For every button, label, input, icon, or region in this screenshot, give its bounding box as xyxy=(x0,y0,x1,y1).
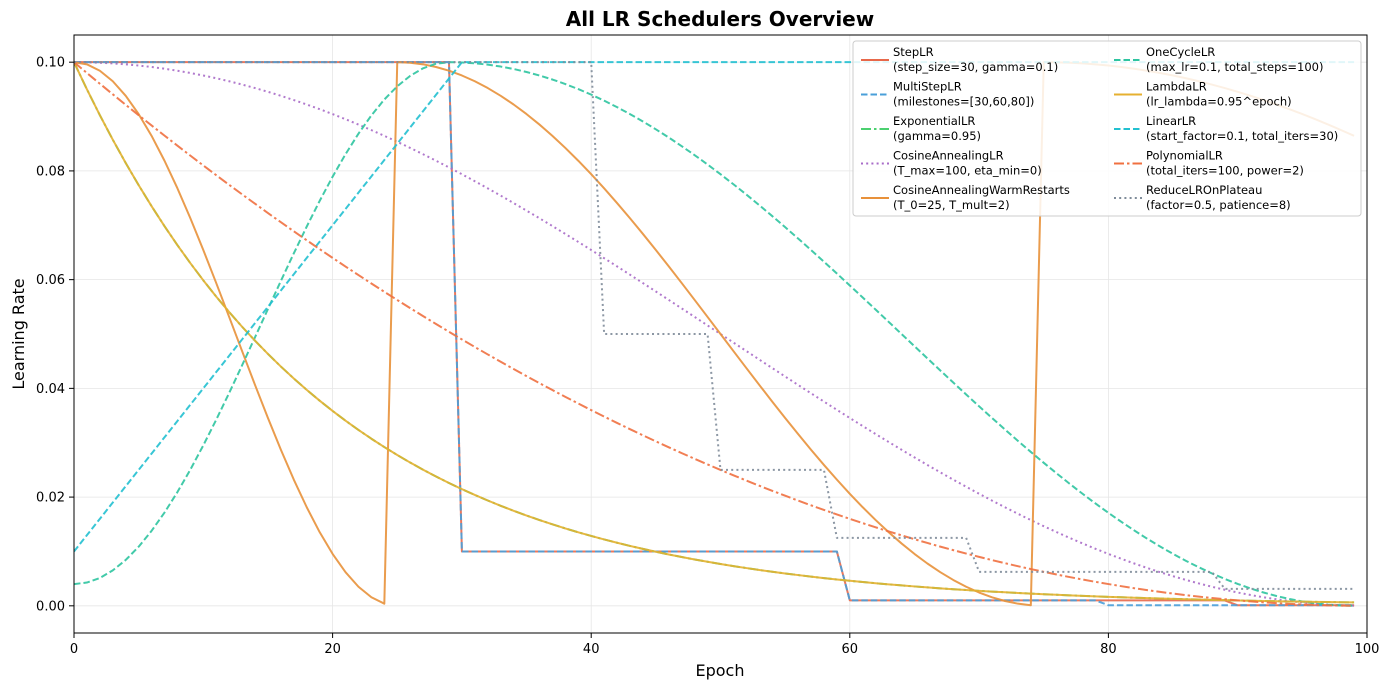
legend-entry-params: (start_factor=0.1, total_iters=30) xyxy=(1146,129,1338,143)
legend-entry-name: MultiStepLR xyxy=(893,80,962,94)
series-line-onecyclelr xyxy=(74,61,1355,607)
legend-entry-name: LambdaLR xyxy=(1146,80,1207,94)
x-tick-label: 100 xyxy=(1355,642,1380,657)
legend-entry-params: (T_max=100, eta_min=0) xyxy=(893,164,1042,178)
legend-entry-name: ReduceLROnPlateau xyxy=(1146,183,1262,197)
y-tick-label: 0.08 xyxy=(36,164,65,179)
chart-title: All LR Schedulers Overview xyxy=(566,7,874,31)
legend-entry-params: (max_lr=0.1, total_steps=100) xyxy=(1146,60,1323,74)
legend-entry-params: (step_size=30, gamma=0.1) xyxy=(893,60,1058,74)
x-tick-label: 60 xyxy=(842,642,859,657)
y-axis-label: Learning Rate xyxy=(9,278,28,389)
series-line-reducelronplateau xyxy=(74,61,1355,590)
legend-entry-params: (factor=0.5, patience=8) xyxy=(1146,198,1291,212)
legend-entry-params: (total_iters=100, power=2) xyxy=(1146,164,1304,178)
legend-entry-params: (gamma=0.95) xyxy=(893,129,981,143)
series-line-lambdalr xyxy=(74,61,1355,604)
legend-entry-params: (lr_lambda=0.95^epoch) xyxy=(1146,95,1292,109)
x-tick-label: 20 xyxy=(324,642,341,657)
legend-entry-name: PolynomialLR xyxy=(1146,149,1223,163)
x-tick-label: 40 xyxy=(583,642,600,657)
y-tick-label: 0.04 xyxy=(36,382,65,397)
legend-entry-name: StepLR xyxy=(893,45,934,59)
y-tick-label: 0.02 xyxy=(36,491,65,506)
legend-entry-name: ExponentialLR xyxy=(893,114,975,128)
y-tick-label: 0.10 xyxy=(36,56,65,71)
legend-entry-params: (T_0=25, T_mult=2) xyxy=(893,198,1010,212)
legend: StepLR(step_size=30, gamma=0.1) MultiStep… xyxy=(852,40,1362,217)
legend-box xyxy=(852,40,1362,217)
y-tick-label: 0.06 xyxy=(36,273,65,288)
x-tick-label: 0 xyxy=(70,642,78,657)
legend-entry-name: OneCycleLR xyxy=(1146,45,1215,59)
series-line-polynomiallr xyxy=(74,61,1355,607)
legend-entry-params: (milestones=[30,60,80]) xyxy=(893,95,1034,109)
x-axis-label: Epoch xyxy=(696,661,745,680)
legend-entry-name: LinearLR xyxy=(1146,114,1196,128)
legend-entry-name: CosineAnnealingWarmRestarts xyxy=(893,183,1070,197)
y-tick-label: 0.00 xyxy=(36,599,65,614)
legend-entry-name: CosineAnnealingLR xyxy=(893,149,1004,163)
x-tick-label: 80 xyxy=(1100,642,1117,657)
axis-ticks: 0 20 40 60 80 100 0.00 0.02 0.04 0.06 0.08 0.10 xyxy=(36,56,1379,657)
plot-frame xyxy=(73,34,1368,634)
